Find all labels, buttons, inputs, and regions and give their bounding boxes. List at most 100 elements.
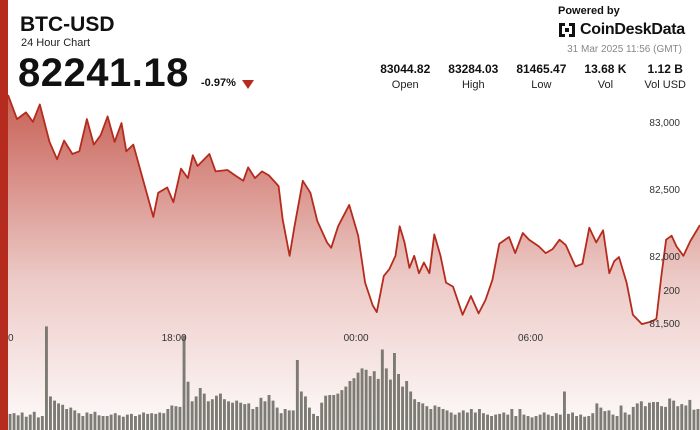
volume-bar	[328, 395, 332, 430]
price-line	[7, 94, 700, 325]
volume-bar	[405, 381, 409, 430]
volume-bar	[389, 379, 392, 430]
brand-name: CoinDeskData	[580, 21, 685, 38]
volume-bar	[506, 414, 510, 430]
stat-vol: 13.68 K Vol	[584, 62, 626, 91]
brand-logo: CoinDeskData	[558, 21, 685, 39]
volume-bar	[158, 412, 162, 430]
stats-row: 83044.82 Open 83284.03 High 81465.47 Low…	[362, 62, 686, 91]
volume-bar	[291, 410, 295, 430]
volume-bar	[150, 413, 154, 430]
volume-bar	[660, 406, 663, 430]
volume-bar	[631, 406, 635, 430]
volume-bar	[611, 414, 615, 430]
volume-bar	[223, 399, 226, 430]
volume-bar	[364, 369, 368, 430]
y-tick-label: 82,000	[649, 252, 680, 263]
volume-bar	[643, 406, 647, 430]
volume-bar	[494, 414, 498, 430]
volume-bar	[579, 414, 583, 430]
volume-bar	[684, 405, 688, 430]
volume-bar	[243, 404, 247, 430]
volume-bar	[16, 415, 20, 430]
volume-bar	[247, 403, 251, 430]
y-tick-label: 81,500	[649, 319, 680, 330]
volume-bar	[445, 410, 449, 430]
volume-bar	[397, 374, 400, 430]
volume-bar	[567, 413, 570, 430]
volume-bar	[69, 407, 73, 430]
volume-bar	[514, 416, 518, 430]
volume-bar	[368, 376, 372, 430]
powered-by-label: Powered by	[558, 5, 620, 17]
volume-bar	[575, 416, 578, 430]
volume-bar	[599, 407, 603, 430]
volume-bar	[219, 393, 222, 430]
volume-bar	[348, 381, 352, 430]
volume-bar	[312, 413, 315, 430]
volume-bar	[550, 416, 554, 430]
volume-bar	[194, 396, 198, 430]
volume-bar	[20, 412, 24, 430]
volume-bar	[287, 410, 291, 430]
volume-bar	[97, 415, 101, 430]
volume-bar	[316, 416, 319, 430]
volume-bar	[672, 400, 676, 430]
x-tick-label: 18:00	[162, 333, 187, 344]
volume-bar	[518, 409, 522, 430]
volume-bar	[85, 412, 89, 430]
volume-bar	[320, 402, 324, 430]
volume-bar	[12, 413, 16, 430]
volume-bar	[275, 407, 279, 430]
volume-bar	[166, 409, 170, 430]
volume-bar	[142, 412, 145, 430]
volume-bar	[162, 413, 166, 430]
volume-bar	[178, 406, 182, 430]
volume-bar	[465, 412, 469, 430]
volume-bar	[308, 407, 311, 430]
volume-bar	[490, 416, 493, 430]
stat-high: 83284.03 High	[448, 62, 498, 91]
volume-bar	[356, 372, 360, 430]
stat-value: 83284.03	[448, 62, 499, 76]
volume-bar	[53, 400, 56, 430]
y-tick-label: 83,000	[649, 118, 680, 129]
volume-bar	[546, 414, 550, 430]
volume-bar	[263, 401, 267, 430]
volume-bar	[538, 414, 542, 430]
volume-bar	[473, 412, 477, 430]
volume-bar	[332, 395, 336, 430]
volume-bar	[101, 416, 105, 430]
volume-bar	[656, 402, 659, 430]
volume-bar	[271, 400, 275, 430]
volume-bar	[619, 405, 623, 430]
volume-bar	[380, 349, 384, 430]
stat-open: 83044.82 Open	[380, 62, 430, 91]
volume-bar	[154, 413, 158, 430]
volume-bar	[81, 416, 85, 430]
volume-bar	[352, 378, 356, 430]
volume-bar	[530, 417, 534, 430]
price-change: -0.97%	[201, 77, 236, 89]
volume-bar	[413, 399, 417, 430]
volume-bar	[182, 335, 186, 430]
volume-bar	[393, 353, 396, 430]
volume-bar	[623, 412, 627, 430]
volume-bar	[210, 399, 214, 430]
volume-bar	[542, 412, 546, 430]
volume-bar	[235, 400, 239, 430]
volume-bar	[417, 402, 421, 430]
volume-bar	[65, 409, 69, 430]
volume-bar	[117, 415, 121, 430]
stat-value: 83044.82	[380, 62, 431, 76]
volume-bar	[469, 409, 473, 430]
volume-bar	[635, 403, 639, 430]
stat-label: Vol USD	[644, 79, 686, 91]
volume-bar	[372, 371, 376, 430]
volume-bar	[283, 409, 287, 430]
volume-bar	[146, 413, 150, 430]
chart-subtitle: 24 Hour Chart	[21, 37, 91, 49]
volume-bar	[130, 413, 133, 430]
volume-bar	[688, 399, 692, 430]
